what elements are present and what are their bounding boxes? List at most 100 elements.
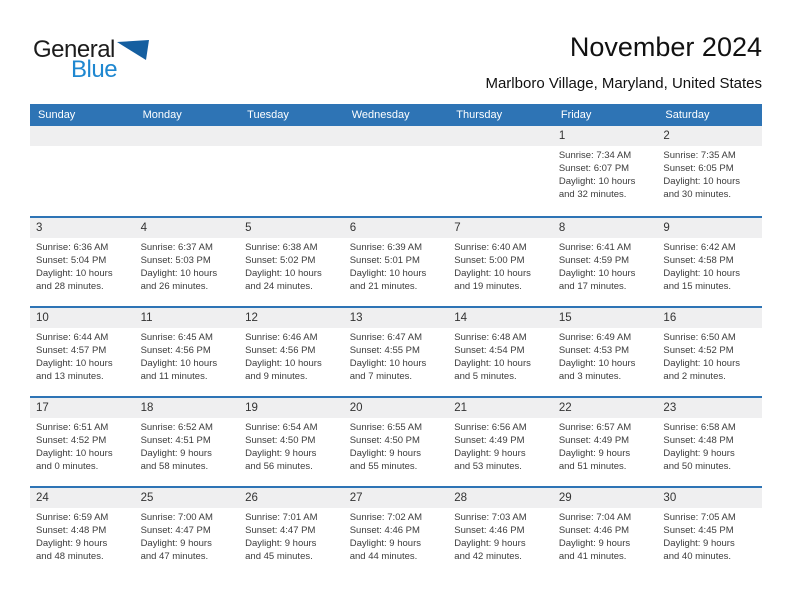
day-number: 27 [343,488,449,508]
day-number-empty [448,126,553,146]
day-details: Sunrise: 7:02 AM Sunset: 4:46 PM Daylight:… [344,508,449,563]
day-cell-8: 8 Sunrise: 6:41 AM Sunset: 4:59 PM Daylight… [552,218,658,306]
weekday-label-sunday: Sunday [38,109,76,121]
sunrise-text: Sunrise: 7:05 AM [663,512,736,523]
day-number: 9 [657,218,762,238]
daylight-text-line2: and 53 minutes. [454,461,522,472]
sunrise-text: Sunrise: 6:50 AM [663,332,736,343]
daylight-text-line1: Daylight: 10 hours [349,268,427,279]
day-details: Sunrise: 6:57 AM Sunset: 4:49 PM Daylight:… [553,418,658,473]
day-number: 21 [448,398,553,418]
daylight-text-line2: and 50 minutes. [663,461,732,472]
daylight-text-line1: Daylight: 9 hours [245,448,317,459]
day-number: 8 [552,218,658,238]
day-cell-4: 4 Sunrise: 6:37 AM Sunset: 5:03 PM Daylight… [134,218,240,306]
daylight-text-line1: Daylight: 9 hours [245,538,317,549]
daylight-text-line2: and 28 minutes. [36,281,104,292]
week-row-3: 10 Sunrise: 6:44 AM Sunset: 4:57 PM Dayligh… [30,306,762,396]
sunset-text: Sunset: 4:47 PM [140,525,211,536]
daylight-text-line1: Daylight: 10 hours [558,358,636,369]
sunset-text: Sunset: 4:52 PM [36,435,107,446]
day-details: Sunrise: 7:01 AM Sunset: 4:47 PM Daylight:… [239,508,344,563]
daylight-text-line2: and 3 minutes. [558,371,622,382]
day-details: Sunrise: 7:34 AM Sunset: 6:07 PM Daylight:… [553,146,658,201]
daylight-text-line1: Daylight: 10 hours [36,268,113,279]
sunset-text: Sunset: 5:03 PM [140,255,211,266]
sunset-text: Sunset: 4:46 PM [454,525,525,536]
logo-text-general: General [33,36,115,63]
day-details: Sunrise: 6:37 AM Sunset: 5:03 PM Daylight:… [135,238,240,293]
sunrise-text: Sunrise: 6:42 AM [663,242,736,253]
daylight-text-line1: Daylight: 10 hours [663,176,740,187]
day-details: Sunrise: 6:52 AM Sunset: 4:51 PM Daylight:… [135,418,240,473]
sunset-text: Sunset: 5:04 PM [36,255,107,266]
day-details: Sunrise: 6:45 AM Sunset: 4:56 PM Daylight:… [135,328,240,383]
sunrise-text: Sunrise: 6:48 AM [454,332,527,343]
day-cell-27: 27 Sunrise: 7:02 AM Sunset: 4:46 PM Dayligh… [343,488,449,576]
daylight-text-line1: Daylight: 9 hours [349,448,421,459]
general-blue-logo: General Blue [33,38,149,82]
daylight-text-line1: Daylight: 10 hours [140,268,218,279]
day-number: 14 [448,308,553,328]
sunrise-text: Sunrise: 6:45 AM [140,332,213,343]
day-number: 20 [343,398,449,418]
day-number: 18 [134,398,240,418]
day-details: Sunrise: 6:47 AM Sunset: 4:55 PM Daylight:… [344,328,449,383]
daylight-text-line2: and 0 minutes. [36,461,99,472]
sunset-text: Sunset: 4:54 PM [454,345,525,356]
weekday-label-monday: Monday [142,109,182,121]
day-details: Sunrise: 6:50 AM Sunset: 4:52 PM Daylight:… [657,328,762,383]
day-details: Sunrise: 6:58 AM Sunset: 4:48 PM Daylight:… [657,418,762,473]
day-cell-10: 10 Sunrise: 6:44 AM Sunset: 4:57 PM Dayligh… [30,308,135,396]
sunset-text: Sunset: 4:50 PM [245,435,316,446]
weekday-label-thursday: Thursday [456,109,503,121]
day-details: Sunrise: 7:04 AM Sunset: 4:46 PM Daylight:… [553,508,658,563]
sunrise-text: Sunrise: 6:51 AM [36,422,109,433]
day-details: Sunrise: 6:55 AM Sunset: 4:50 PM Daylight:… [344,418,449,473]
weekday-label-friday: Friday [560,109,592,121]
daylight-text-line1: Daylight: 9 hours [454,538,526,549]
sunrise-text: Sunrise: 7:01 AM [245,512,318,523]
sunset-text: Sunset: 4:48 PM [36,525,107,536]
daylight-text-line1: Daylight: 9 hours [140,538,212,549]
day-number: 24 [30,488,135,508]
daylight-text-line2: and 7 minutes. [349,371,413,382]
logo-triangle-icon [116,40,149,60]
sunset-text: Sunset: 4:45 PM [663,525,734,536]
daylight-text-line1: Daylight: 10 hours [245,358,322,369]
daylight-text-line1: Daylight: 10 hours [454,358,531,369]
daylight-text-line1: Daylight: 9 hours [558,448,631,459]
calendar-grid: Sunday Monday Tuesday Wednesday Thursday Frid… [30,104,762,576]
daylight-text-line1: Daylight: 10 hours [558,268,636,279]
day-number: 23 [657,398,762,418]
daylight-text-line2: and 55 minutes. [349,461,418,472]
daylight-text-line2: and 17 minutes. [558,281,627,292]
day-cell-28: 28 Sunrise: 7:03 AM Sunset: 4:46 PM Dayligh… [448,488,553,576]
sunrise-text: Sunrise: 6:46 AM [245,332,318,343]
daylight-text-line2: and 58 minutes. [140,461,209,472]
logo-row: General [33,38,149,62]
day-cell-17: 17 Sunrise: 6:51 AM Sunset: 4:52 PM Dayligh… [30,398,135,486]
daylight-text-line2: and 41 minutes. [558,551,627,562]
sunset-text: Sunset: 4:50 PM [349,435,420,446]
daylight-text-line2: and 44 minutes. [349,551,418,562]
sunrise-text: Sunrise: 7:02 AM [349,512,423,523]
day-cell-3: 3 Sunrise: 6:36 AM Sunset: 5:04 PM Daylight… [30,218,135,306]
sunset-text: Sunset: 4:56 PM [245,345,316,356]
day-cell-20: 20 Sunrise: 6:55 AM Sunset: 4:50 PM Dayligh… [343,398,449,486]
daylight-text-line2: and 56 minutes. [245,461,313,472]
sunset-text: Sunset: 4:46 PM [349,525,420,536]
sunset-text: Sunset: 4:57 PM [36,345,107,356]
day-number: 30 [657,488,762,508]
day-details: Sunrise: 6:36 AM Sunset: 5:04 PM Daylight:… [30,238,135,293]
sunset-text: Sunset: 4:47 PM [245,525,316,536]
sunrise-text: Sunrise: 6:55 AM [349,422,423,433]
daylight-text-line1: Daylight: 9 hours [663,448,735,459]
day-number: 15 [552,308,658,328]
day-details: Sunrise: 6:51 AM Sunset: 4:52 PM Daylight:… [30,418,135,473]
daylight-text-line2: and 9 minutes. [245,371,308,382]
day-number: 6 [343,218,449,238]
day-cell-11: 11 Sunrise: 6:45 AM Sunset: 4:56 PM Dayligh… [134,308,240,396]
daylight-text-line2: and 13 minutes. [36,371,104,382]
day-cell-2: 2 Sunrise: 7:35 AM Sunset: 6:05 PM Daylight… [657,126,762,216]
